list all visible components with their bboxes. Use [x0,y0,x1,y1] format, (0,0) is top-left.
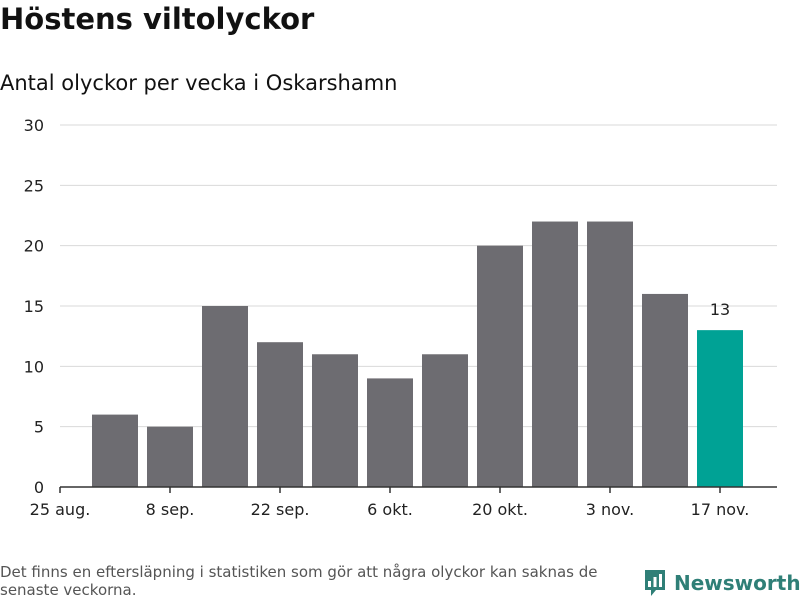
chart-title: Höstens viltolyckor [0,2,315,36]
bar-chart: 0 5 10 15 20 25 30 13 25 aug. 8 sep. 22 sep. 6 ok… [24,116,777,519]
x-tick-label: 22 sep. [251,500,310,519]
data-label: 13 [710,300,730,319]
x-tick-label: 25 aug. [30,500,91,519]
y-tick-label: 20 [24,237,44,256]
x-tick-label: 17 nov. [691,500,750,519]
bar [477,245,523,487]
newsworthy-logo-icon [645,570,665,596]
y-tick-label: 25 [24,176,44,195]
bar [587,221,633,488]
x-axis: 25 aug. 8 sep. 22 sep. 6 okt. 20 okt. 3 nov. 1… [30,486,777,519]
bar [257,342,303,487]
x-tick-label: 6 okt. [367,500,413,519]
y-tick-label: 0 [34,478,44,497]
bar [532,221,578,488]
y-tick-label: 10 [24,357,44,376]
brand-name: Newsworthy [674,571,800,595]
bar [642,293,688,487]
x-tick-label: 20 okt. [472,500,528,519]
y-tick-label: 5 [34,418,44,437]
y-tick-label: 30 [24,116,44,135]
x-tick-label: 8 sep. [146,500,195,519]
bar [147,426,193,487]
y-axis-ticks: 0 5 10 15 20 25 30 [24,116,44,497]
bar [367,378,413,487]
bar-highlighted [697,330,743,487]
bars [92,221,743,488]
brand: Newsworthy [643,568,800,598]
bar [202,306,248,487]
footnote: Det finns en eftersläpning i statistiken… [0,563,598,599]
bar [92,414,138,487]
y-tick-label: 15 [24,297,44,316]
chart-subtitle: Antal olyckor per vecka i Oskarshamn [0,71,398,95]
bar [422,354,468,487]
x-tick-label: 3 nov. [586,500,635,519]
bar [312,354,358,487]
data-labels: 13 [710,300,730,319]
